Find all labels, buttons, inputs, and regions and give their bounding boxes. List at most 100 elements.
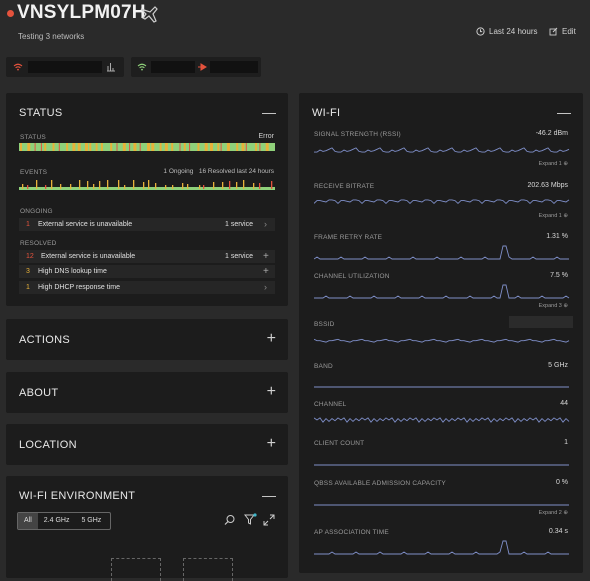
resolved-section-label: RESOLVED <box>20 240 57 247</box>
ethernet-icon <box>198 63 207 71</box>
event-tick <box>229 181 231 189</box>
actions-panel[interactable]: ACTIONS + <box>6 319 288 360</box>
metric-label: QBSS AVAILABLE ADMISSION CAPACITY <box>314 480 446 487</box>
collapse-icon[interactable]: — <box>557 104 571 120</box>
status-segment <box>66 143 69 151</box>
metric-sparkline[interactable] <box>314 411 570 429</box>
ongoing-item-text: External service is unavailable <box>38 221 133 228</box>
bar-chart-icon <box>107 63 115 72</box>
metric-value: 0.34 s <box>548 528 568 535</box>
metric-label: BSSID <box>314 321 335 328</box>
location-panel-title: LOCATION <box>19 439 77 451</box>
edit-icon <box>549 27 558 36</box>
event-tick <box>143 182 145 189</box>
collapse-icon[interactable]: — <box>262 487 276 503</box>
ongoing-item-count: 1 <box>26 221 30 228</box>
event-tick <box>148 180 150 189</box>
event-tick <box>118 180 120 189</box>
network-selector-1[interactable] <box>6 57 124 77</box>
expand-plus-icon[interactable]: + <box>266 435 276 452</box>
filter-icon[interactable] <box>244 513 257 526</box>
status-segment <box>164 143 168 151</box>
events-timeline[interactable] <box>19 179 275 191</box>
expand-plus-icon[interactable]: + <box>266 383 276 400</box>
filter-5ghz[interactable]: 5 GHz <box>81 517 102 524</box>
wifi-env-title: WI-FI ENVIRONMENT <box>19 490 136 502</box>
wifi-panel: WI-FI — SIGNAL STRENGTH (RSSI) -46.2 dBm E… <box>299 93 583 573</box>
time-range-label: Last 24 hours <box>489 27 538 36</box>
ongoing-section-label: ONGOING <box>20 208 53 215</box>
metric-value: 0 % <box>555 479 568 486</box>
status-segment <box>89 143 92 151</box>
chevron-right-icon[interactable]: › <box>264 282 267 292</box>
event-tick <box>70 184 72 189</box>
sparkline-path <box>314 540 569 555</box>
status-segment <box>245 143 247 151</box>
event-tick <box>253 183 255 189</box>
event-tick <box>222 182 224 189</box>
metric-sparkline[interactable] <box>314 450 570 468</box>
event-tick <box>107 180 109 189</box>
expand-plus-icon[interactable]: + <box>263 266 269 277</box>
metric-value: 44 <box>560 400 568 407</box>
filter-all[interactable]: All <box>18 513 38 529</box>
event-tick <box>93 184 95 189</box>
status-segment <box>20 143 22 151</box>
event-tick <box>259 183 261 189</box>
location-panel[interactable]: LOCATION + <box>6 424 288 465</box>
expand-link[interactable]: Expand 3 ⊕ <box>538 303 568 309</box>
chevron-right-icon[interactable]: › <box>264 219 267 229</box>
events-baseline <box>19 187 275 190</box>
ongoing-item[interactable]: 1 External service is unavailable 1 serv… <box>19 218 275 231</box>
status-segment <box>226 143 230 151</box>
resolved-item[interactable]: 12 External service is unavailable 1 ser… <box>19 250 275 263</box>
sparkline-path <box>314 199 570 205</box>
filter-2-4ghz[interactable]: 2.4 GHz <box>43 517 70 524</box>
status-segment <box>58 143 60 151</box>
expand-plus-icon[interactable]: + <box>263 251 269 262</box>
bssid-value-redacted <box>509 316 573 328</box>
resolved-item[interactable]: 3 High DNS lookup time + <box>19 265 275 278</box>
band-filter[interactable]: All 2.4 GHz 5 GHz <box>17 512 111 530</box>
resolved-item[interactable]: 1 High DHCP response time › <box>19 281 275 294</box>
expand-link[interactable]: Expand 1 ⊕ <box>538 213 568 219</box>
network-selector-2[interactable] <box>131 57 261 77</box>
expand-link[interactable]: Expand 2 ⊕ <box>538 510 568 516</box>
resolved-count: 16 <box>198 168 207 175</box>
status-segment <box>40 143 42 151</box>
metric-label: RECEIVE BITRATE <box>314 183 375 190</box>
metric-sparkline[interactable] <box>314 244 570 262</box>
metric-value: 202.63 Mbps <box>527 182 568 189</box>
status-segment <box>220 143 222 151</box>
status-segment <box>265 143 269 151</box>
status-panel: STATUS — STATUS Error EVENTS 1 Ongoing 1… <box>6 93 288 306</box>
resolved-item-text: External service is unavailable <box>41 253 136 260</box>
metric-sparkline[interactable] <box>314 331 570 349</box>
status-timeline[interactable] <box>19 143 275 151</box>
clock-icon <box>476 27 485 36</box>
resolved-item-text: High DNS lookup time <box>38 268 107 275</box>
search-icon[interactable] <box>224 514 236 526</box>
event-tick <box>155 183 157 189</box>
expand-plus-icon[interactable]: + <box>266 330 276 347</box>
metric-sparkline[interactable] <box>314 539 570 557</box>
about-panel[interactable]: ABOUT + <box>6 372 288 413</box>
expand-link[interactable]: Expand 1 ⊕ <box>538 161 568 167</box>
status-segment <box>183 143 186 151</box>
actions-panel-title: ACTIONS <box>19 334 70 346</box>
metric-sparkline[interactable] <box>314 283 570 301</box>
edit-button[interactable]: Edit <box>549 27 576 36</box>
metric-value: 1.31 % <box>546 233 568 240</box>
status-segment <box>110 143 113 151</box>
metric-sparkline[interactable] <box>314 490 570 508</box>
time-range-button[interactable]: Last 24 hours <box>476 27 537 36</box>
expand-arrows-icon[interactable] <box>263 514 275 526</box>
metric-sparkline[interactable] <box>314 141 570 159</box>
metric-sparkline[interactable] <box>314 373 570 391</box>
metric-sparkline[interactable] <box>314 193 570 211</box>
status-segment <box>151 143 155 151</box>
collapse-icon[interactable]: — <box>262 104 276 120</box>
status-segment <box>147 143 150 151</box>
status-value: Error <box>258 133 274 140</box>
event-tick <box>87 181 89 189</box>
